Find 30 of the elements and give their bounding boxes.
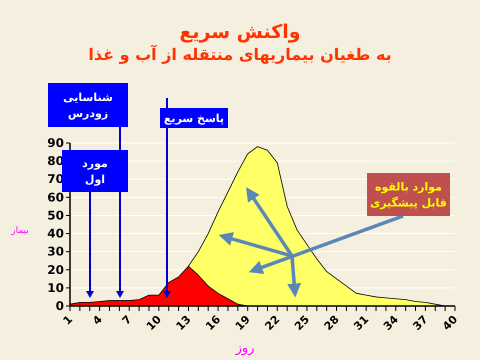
y-tick-label: 90 bbox=[47, 136, 64, 150]
x-tick-label: 16 bbox=[203, 312, 224, 333]
x-tick-label: 40 bbox=[440, 312, 460, 333]
x-tick-label: 37 bbox=[410, 312, 431, 333]
y-axis-title: بیمار bbox=[10, 226, 29, 236]
x-tick-label: 4 bbox=[90, 312, 105, 328]
x-tick-label: 25 bbox=[292, 312, 312, 333]
annotation: مورد اول bbox=[82, 157, 108, 186]
text: پاسخ سریع bbox=[164, 112, 224, 125]
chart-title: واکنش سریع bbox=[179, 21, 301, 43]
y-tick-label: 0 bbox=[56, 299, 64, 313]
y-tick-label: 20 bbox=[47, 262, 64, 277]
y-tick-label: 60 bbox=[47, 190, 64, 204]
x-tick-label: 19 bbox=[232, 312, 253, 333]
y-tick-label: 30 bbox=[47, 244, 64, 259]
x-tick-label: 7 bbox=[120, 312, 134, 328]
x-tick-label: 13 bbox=[174, 312, 194, 333]
x-tick-label: 31 bbox=[351, 312, 372, 333]
text: شناسایی زودرس bbox=[63, 91, 113, 120]
y-tick-label: 50 bbox=[47, 208, 64, 222]
x-tick-label: 22 bbox=[262, 312, 282, 333]
chart-subtitle: به طغیان بیماریهای منتقله از آب و غذا bbox=[88, 44, 392, 64]
y-tick-label: 10 bbox=[47, 280, 64, 295]
x-tick-label: 34 bbox=[380, 312, 402, 333]
x-tick-label: 1 bbox=[60, 312, 76, 328]
annotation: موارد بالقوه قابل پیشگیری bbox=[370, 180, 447, 210]
x-tick-label: 10 bbox=[144, 312, 164, 333]
x-tick-label: 28 bbox=[322, 312, 342, 333]
x-axis-title: روز bbox=[234, 341, 254, 356]
y-tick-label: 40 bbox=[47, 226, 64, 241]
